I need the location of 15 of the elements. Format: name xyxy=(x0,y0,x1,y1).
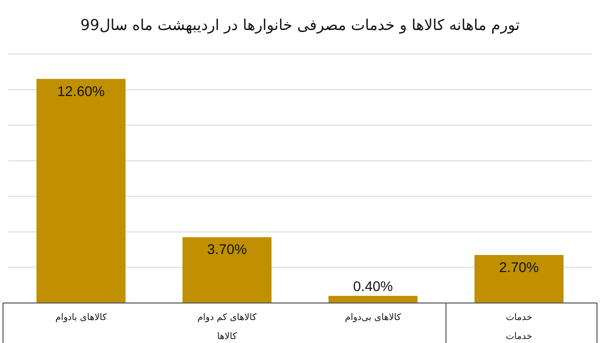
bar xyxy=(474,254,564,303)
chart-title: تورم ماهانه کالاها و خدمات مصرفی خانوارها در اردیبهشت ماه سال99 xyxy=(80,16,520,34)
data-label: 12.60% xyxy=(57,82,105,99)
x-tick-label: کالاهای بی‌دوام xyxy=(345,313,402,323)
x-tick-label: کالاهای کم دوام xyxy=(197,313,258,323)
bar xyxy=(36,78,126,303)
x-tick-label: خدمات xyxy=(506,313,532,323)
data-label: 0.40% xyxy=(353,278,393,294)
bar xyxy=(182,237,272,303)
text: خدمات xyxy=(506,332,532,342)
data-label: 3.70% xyxy=(207,241,247,258)
text: کالاها xyxy=(217,332,238,342)
data-label: 2.70% xyxy=(499,258,539,275)
x-tick-label: کالاهای بادوام xyxy=(55,313,108,323)
bar xyxy=(328,296,418,303)
